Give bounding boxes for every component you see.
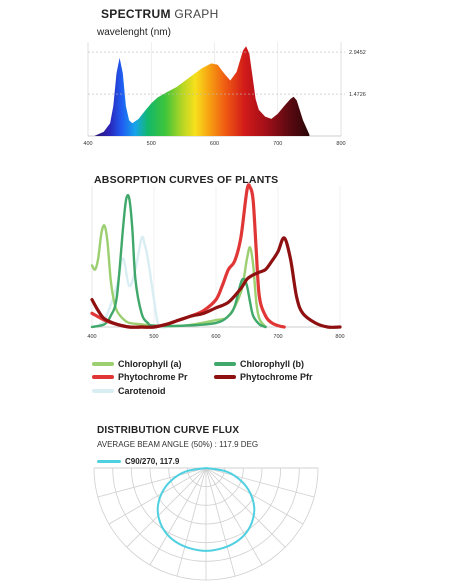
legend-label-phytochrome-pfr: Phytochrome Pfr — [240, 371, 313, 382]
legend-label-chlorophyll-a: Chlorophyll (a) — [118, 358, 182, 369]
absorption-legend: Chlorophyll (a) Chlorophyll (b) Phytochr… — [92, 355, 372, 397]
legend-swatch-carotenoid — [92, 388, 114, 393]
polar-spoke — [176, 467, 207, 577]
absorption-line-carotenoid — [90, 235, 168, 329]
spectrum-x-tick-label: 500 — [147, 141, 156, 147]
spectrum-x-tick-label: 800 — [336, 141, 345, 147]
spectrum-x-tick-label: 400 — [83, 141, 92, 147]
legend-swatch-phytochrome-pr — [92, 374, 114, 379]
absorption-line-phytochrome-pfr — [90, 236, 342, 329]
spectrum-title-light: GRAPH — [174, 7, 219, 21]
absorption-x-ticks: 400 500 600 700 800 — [87, 334, 344, 340]
spectrum-x-tick-label: 600 — [210, 141, 219, 147]
absorption-x-tick-label: 500 — [149, 334, 158, 340]
polar-spoke — [205, 467, 286, 548]
spectrum-area — [94, 46, 310, 136]
polar-spoke — [108, 467, 207, 525]
legend-item-chlorophyll-a: Chlorophyll (a) — [92, 355, 182, 373]
absorption-x-tick-label: 800 — [335, 334, 344, 340]
absorption-x-tick-label: 700 — [273, 334, 282, 340]
legend-label-chlorophyll-b: Chlorophyll (b) — [240, 358, 304, 369]
distribution-legend-swatch — [97, 460, 121, 464]
absorption-lines — [90, 183, 342, 329]
legend-item-phytochrome-pfr: Phytochrome Pfr — [214, 368, 313, 386]
distribution-legend: C90/270, 117.9 — [97, 453, 179, 471]
polar-spoke — [126, 467, 207, 548]
spectrum-chart: 2.9452 1.4726 400 500 600 700 800 — [83, 42, 366, 147]
legend-item-chlorophyll-b: Chlorophyll (b) — [214, 355, 304, 373]
absorption-title: ABSORPTION CURVES OF PLANTS — [94, 174, 279, 186]
absorption-x-tick-label: 400 — [87, 334, 96, 340]
legend-item-phytochrome-pr: Phytochrome Pr — [92, 368, 188, 386]
polar-spoke — [205, 467, 315, 498]
polar-spoke — [205, 467, 304, 525]
legend-label-carotenoid: Carotenoid — [118, 385, 166, 396]
absorption-line-chlorophyll-a — [90, 224, 267, 329]
spectrum-y-ticks: 2.9452 1.4726 — [88, 50, 366, 98]
polar-grid — [93, 467, 319, 581]
spectrum-y-tick-label: 2.9452 — [349, 50, 366, 56]
legend-label-phytochrome-pr: Phytochrome Pr — [118, 371, 188, 382]
distribution-subtitle: AVERAGE BEAM ANGLE (50%) : 117.9 DEG — [97, 440, 259, 449]
legend-item-carotenoid: Carotenoid — [92, 382, 166, 400]
legend-swatch-chlorophyll-a — [92, 361, 114, 366]
spectrum-title: SPECTRUM GRAPH — [101, 7, 219, 21]
polar-spoke — [205, 467, 263, 566]
spectrum-x-tick-label: 700 — [273, 141, 282, 147]
absorption-x-tick-label: 600 — [211, 334, 220, 340]
distribution-curve — [156, 467, 256, 552]
polar-spoke — [97, 467, 207, 498]
spectrum-title-bold: SPECTRUM — [101, 7, 171, 21]
spectrum-x-ticks: 400 500 600 700 800 — [83, 141, 345, 147]
spectrum-y-tick-label: 1.4726 — [349, 92, 366, 98]
polar-spoke — [149, 467, 207, 566]
absorption-chart: 400 500 600 700 800 — [87, 183, 345, 340]
distribution-title: DISTRIBUTION CURVE FLUX — [97, 425, 240, 436]
legend-swatch-phytochrome-pfr — [214, 374, 236, 379]
legend-swatch-chlorophyll-b — [214, 361, 236, 366]
distribution-legend-label: C90/270, 117.9 — [125, 457, 180, 467]
polar-spoke — [205, 467, 236, 577]
spectrum-subtitle: wavelenght (nm) — [97, 27, 171, 38]
